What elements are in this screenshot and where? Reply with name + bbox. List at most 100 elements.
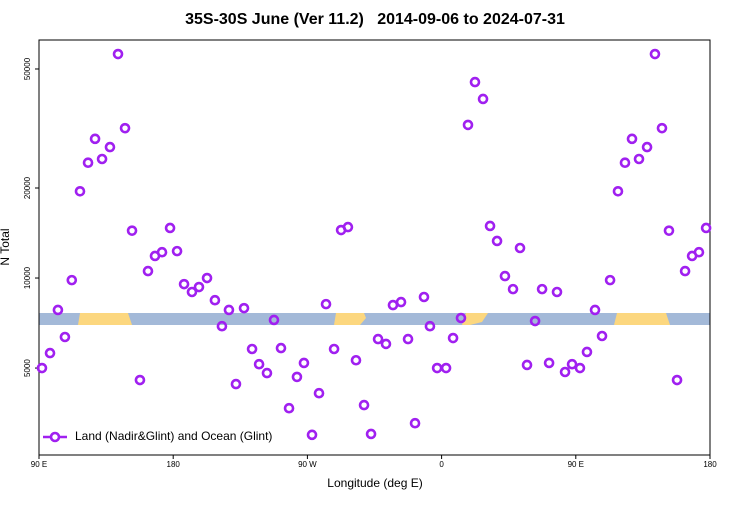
data-point [59,331,71,343]
data-point [44,347,56,359]
data-point [543,357,555,369]
data-point [358,399,370,411]
data-point [440,362,452,374]
data-point [596,330,608,342]
data-point [536,283,548,295]
data-point [633,153,645,165]
data-point [455,312,467,324]
plot-frame [38,39,711,456]
data-point [663,225,675,236]
data-point [298,357,310,369]
data-point [380,338,392,350]
data-point [507,283,519,295]
data-point [350,354,362,366]
data-point [469,76,481,88]
legend-label: Land (Nadir&Glint) and Ocean (Glint) [75,429,272,443]
land-ocean-strip [39,313,710,325]
data-point [589,304,601,316]
data-point [313,387,325,399]
data-point [112,48,124,60]
land-strip [78,313,132,325]
data-point [551,286,563,298]
data-point [119,122,131,134]
data-point [283,402,295,414]
data-point [566,358,578,370]
data-point [89,133,101,145]
y-tick-label: 10000 [23,266,32,289]
data-point [291,371,303,383]
data-point [82,157,94,169]
data-point [328,343,340,355]
data-point [52,304,64,316]
data-point [574,362,586,374]
data-point [484,220,496,232]
data-point [447,332,459,344]
legend-marker [49,431,61,443]
data-point [238,302,250,314]
data-point [342,221,354,233]
data-point [491,235,503,247]
data-point [395,296,407,308]
data-point [246,343,258,355]
data-point [499,270,511,282]
x-tick-label: 90 W [298,460,317,469]
data-point [320,298,332,310]
data-point [275,342,287,354]
data-point [581,346,593,358]
data-point [693,246,705,258]
y-axis-label: N Total [0,228,12,265]
data-point [372,333,384,345]
data-point [223,304,235,316]
x-tick-label: 90 E [568,460,584,469]
x-tick-label: 180 [703,460,717,469]
data-point [126,225,138,236]
data-point [559,366,571,378]
data-point [365,428,377,440]
x-tick-label: 90 E [31,460,47,469]
data-point [253,358,265,370]
data-point [156,246,168,258]
data-point [626,133,638,145]
data-point [619,157,631,169]
data-point [186,286,198,298]
x-axis-label: Longitude (deg E) [327,476,422,490]
data-point [36,362,48,374]
data-point [306,429,318,441]
data-point [521,359,533,371]
data-point [261,367,273,379]
y-tick-label: 50000 [23,57,32,80]
data-point [268,314,280,326]
y-tick-label: 5000 [23,359,32,377]
data-point [66,274,78,286]
data-point [209,294,221,306]
data-point [649,48,661,60]
y-tick-label: 20000 [23,176,32,199]
data-point [409,417,421,429]
data-point [477,93,489,105]
data-point [529,315,541,327]
data-point [201,272,213,284]
data-point [74,185,86,197]
data-point [142,265,154,277]
data-point [431,362,443,374]
chart-title: 35S-30S June (Ver 11.2) 2014-09-06 to 20… [185,11,565,28]
data-point [514,242,526,254]
data-point [216,320,228,332]
data-point [164,222,176,234]
data-point [134,374,146,386]
data-point [104,141,116,153]
data-point [671,374,683,386]
x-tick-label: 0 [439,460,444,469]
land-strip [462,313,488,325]
data-point [424,320,436,332]
data-point [656,122,668,134]
data-point [193,281,205,293]
data-point [402,333,414,345]
data-point [418,291,430,303]
ocean-strip [39,313,710,325]
data-point [462,119,474,131]
land-strip [614,313,670,325]
data-point [171,245,183,257]
